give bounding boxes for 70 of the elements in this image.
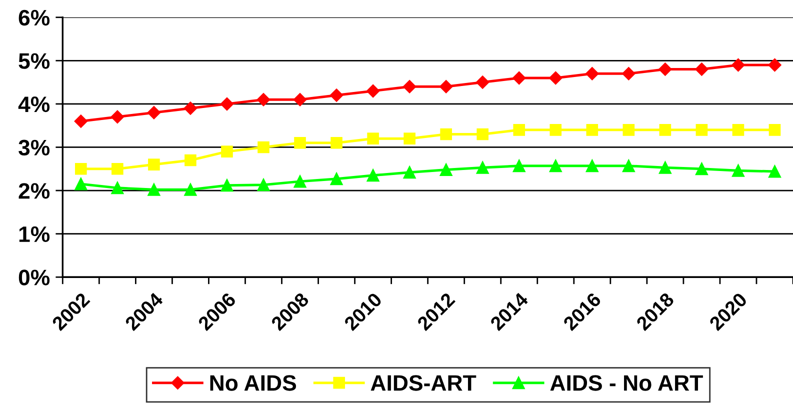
point	[476, 76, 490, 89]
point	[402, 80, 416, 94]
point	[403, 166, 416, 179]
point	[294, 175, 306, 188]
point	[257, 178, 270, 192]
point	[622, 160, 635, 172]
point	[330, 172, 343, 186]
point	[367, 132, 379, 144]
y-tick-label: 3%	[18, 140, 50, 156]
point	[476, 161, 489, 174]
point	[695, 62, 708, 76]
point	[330, 137, 342, 149]
point	[184, 183, 197, 196]
point	[74, 178, 88, 190]
y-tick-label: 5%	[18, 53, 50, 69]
point	[220, 179, 234, 192]
point	[221, 146, 233, 158]
point	[768, 124, 781, 136]
point	[512, 160, 526, 172]
point	[256, 93, 270, 106]
point	[75, 162, 87, 175]
y-tick-label: 2%	[18, 183, 50, 199]
point	[220, 97, 234, 111]
point	[549, 71, 562, 85]
point	[366, 84, 380, 98]
y-tick-label: 6%	[18, 10, 50, 26]
point	[768, 165, 781, 178]
legend-label: AIDS-ART	[370, 375, 476, 391]
y-tick-label: 1%	[19, 226, 50, 242]
point	[513, 124, 526, 136]
point	[549, 160, 562, 172]
point	[439, 80, 453, 94]
point	[110, 110, 124, 124]
point	[147, 106, 161, 120]
point	[330, 88, 344, 102]
point	[512, 71, 526, 85]
point	[768, 58, 782, 72]
point	[696, 124, 708, 136]
point	[586, 67, 599, 80]
point	[184, 154, 196, 166]
point	[732, 58, 745, 72]
point	[732, 124, 744, 136]
point	[111, 182, 124, 194]
point	[622, 67, 636, 80]
point	[112, 162, 124, 175]
point	[294, 137, 306, 149]
point	[74, 114, 88, 128]
point	[732, 164, 744, 177]
legend-label: No AIDS	[210, 375, 296, 391]
point	[148, 158, 160, 170]
point	[293, 93, 307, 106]
point	[440, 128, 452, 140]
point	[184, 102, 198, 115]
point	[658, 62, 672, 76]
point	[258, 141, 270, 154]
point	[659, 124, 672, 136]
point	[148, 183, 160, 196]
point	[658, 161, 672, 174]
point	[476, 128, 489, 140]
y-tick-label: 0%	[18, 270, 50, 286]
point	[440, 164, 452, 176]
point	[366, 169, 380, 182]
legend-label: AIDS - No ART	[550, 375, 703, 391]
point	[622, 124, 635, 136]
point	[586, 160, 598, 172]
y-tick-label: 4%	[18, 96, 50, 112]
point	[404, 132, 416, 144]
point	[550, 124, 562, 136]
point	[586, 124, 598, 136]
point	[695, 162, 708, 176]
